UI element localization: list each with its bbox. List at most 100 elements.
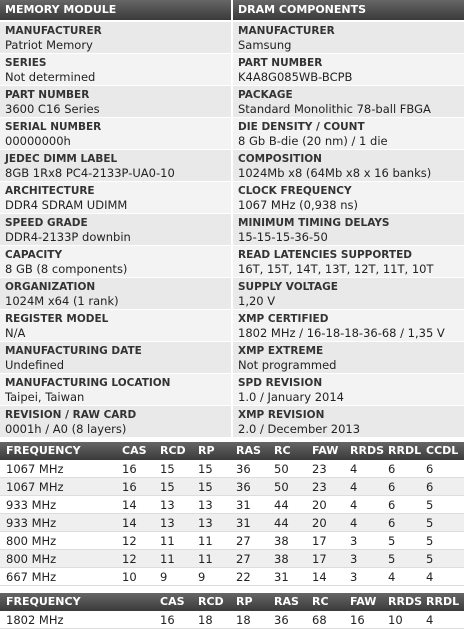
- table-cell: 11: [160, 534, 175, 548]
- field: XMP REVISION 2.0 / December 2013: [233, 406, 464, 438]
- table-row: 1067 MHz 16 15 15 36 50 23 4 6 6: [0, 460, 464, 478]
- table-cell: 11: [198, 552, 213, 566]
- column-header: RCD: [198, 595, 224, 608]
- field: XMP EXTREME Not programmed: [233, 342, 464, 374]
- column-header: RRDS: [388, 595, 422, 608]
- table-cell: 6: [426, 480, 434, 494]
- field-value: Samsung: [238, 38, 292, 52]
- field-label: MINIMUM TIMING DELAYS: [238, 217, 390, 229]
- table-cell: 5: [426, 516, 434, 530]
- table-cell: 20: [312, 516, 327, 530]
- table-cell: 12: [122, 552, 137, 566]
- field-value: 0001h / A0 (8 layers): [5, 422, 127, 436]
- table-cell: 1067 MHz: [6, 480, 64, 494]
- field-label: COMPOSITION: [238, 153, 322, 165]
- field-value: 1067 MHz (0,938 ns): [238, 198, 359, 212]
- table-cell: 16: [160, 613, 175, 627]
- field-label: JEDEC DIMM LABEL: [5, 153, 118, 165]
- table-cell: 50: [274, 462, 289, 476]
- field: MANUFACTURING LOCATION Taipei, Taiwan: [0, 374, 231, 406]
- table-cell: 10: [388, 613, 403, 627]
- table-cell: 15: [160, 462, 175, 476]
- field: MINIMUM TIMING DELAYS 15-15-15-36-50: [233, 214, 464, 246]
- table-header: FREQUENCY CAS RCD RP RAS RC FAW RRDS RRDL CCDL: [0, 442, 464, 460]
- table-cell: 933 MHz: [6, 516, 57, 530]
- table-cell: 16: [122, 462, 137, 476]
- table-cell: 15: [160, 480, 175, 494]
- table-cell: 1067 MHz: [6, 462, 64, 476]
- table-cell: 17: [312, 534, 327, 548]
- field: CAPACITY 8 GB (8 components): [0, 246, 231, 278]
- field: MANUFACTURING DATE Undefined: [0, 342, 231, 374]
- field-label: CLOCK FREQUENCY: [238, 185, 352, 197]
- table-cell: 22: [236, 570, 251, 584]
- field-label: SERIES: [5, 57, 47, 69]
- field-value: Patriot Memory: [5, 38, 93, 52]
- field: SPD REVISION 1.0 / January 2014: [233, 374, 464, 406]
- field: ARCHITECTURE DDR4 SDRAM UDIMM: [0, 182, 231, 214]
- table-cell: 27: [236, 552, 251, 566]
- section-header: DRAM COMPONENTS: [233, 0, 464, 20]
- table-cell: 10: [122, 570, 137, 584]
- table-cell: 15: [198, 480, 213, 494]
- field-value: Undefined: [5, 358, 64, 372]
- field-value: 16T, 15T, 14T, 13T, 12T, 11T, 10T: [238, 262, 434, 276]
- field-value: Not programmed: [238, 358, 337, 372]
- table-cell: 68: [312, 613, 327, 627]
- table-cell: 31: [236, 516, 251, 530]
- table-cell: 36: [236, 480, 251, 494]
- table-cell: 16: [350, 613, 365, 627]
- table-cell: 800 MHz: [6, 552, 57, 566]
- field-value: DDR4 SDRAM UDIMM: [5, 198, 128, 212]
- field-label: XMP REVISION: [238, 409, 325, 421]
- column-header: CAS: [122, 444, 147, 457]
- table-cell: 11: [160, 552, 175, 566]
- field: CLOCK FREQUENCY 1067 MHz (0,938 ns): [233, 182, 464, 214]
- field: SERIAL NUMBER 00000000h: [0, 118, 231, 150]
- table-cell: 23: [312, 480, 327, 494]
- column-header: RP: [198, 444, 215, 457]
- table-cell: 38: [274, 552, 289, 566]
- table-cell: 6: [388, 462, 396, 476]
- table-row: 800 MHz 12 11 11 27 38 17 3 5 5: [0, 550, 464, 568]
- table-row: 1067 MHz 16 15 15 36 50 23 4 6 6: [0, 478, 464, 496]
- table-cell: 13: [198, 516, 213, 530]
- table-cell: 5: [426, 552, 434, 566]
- field: MANUFACTURER Samsung: [233, 22, 464, 54]
- table-cell: 5: [388, 552, 396, 566]
- table-cell: 23: [312, 462, 327, 476]
- table-cell: 4: [350, 462, 358, 476]
- field-value: Not determined: [5, 70, 96, 84]
- field-label: MANUFACTURER: [5, 25, 102, 37]
- table-cell: 20: [312, 498, 327, 512]
- table-cell: 933 MHz: [6, 498, 57, 512]
- column-header: RRDS: [350, 444, 384, 457]
- table-cell: 17: [312, 552, 327, 566]
- table-cell: 14: [312, 570, 327, 584]
- field-value: 1024M x64 (1 rank): [5, 294, 119, 308]
- field-label: MANUFACTURER: [238, 25, 335, 37]
- field-label: MANUFACTURING DATE: [5, 345, 142, 357]
- field-label: CAPACITY: [5, 249, 63, 261]
- table-cell: 44: [274, 498, 289, 512]
- field-value: DDR4-2133P downbin: [5, 230, 131, 244]
- field: ORGANIZATION 1024M x64 (1 rank): [0, 278, 231, 310]
- column-header: CCDL: [426, 444, 459, 457]
- field-value: N/A: [5, 326, 26, 340]
- field-label: XMP EXTREME: [238, 345, 324, 357]
- field-value: 1024Mb x8 (64Mb x8 x 16 banks): [238, 166, 432, 180]
- table-cell: 6: [388, 516, 396, 530]
- table-cell: 3: [350, 570, 358, 584]
- table-cell: 38: [274, 534, 289, 548]
- table-cell: 18: [198, 613, 213, 627]
- field: REGISTER MODEL N/A: [0, 310, 231, 342]
- table-cell: 13: [160, 516, 175, 530]
- table-row: 933 MHz 14 13 13 31 44 20 4 6 5: [0, 496, 464, 514]
- field: XMP CERTIFIED 1802 MHz / 16-18-18-36-68 /…: [233, 310, 464, 342]
- field-value: 8 GB (8 components): [5, 262, 128, 276]
- field-value: 8 Gb B-die (20 nm) / 1 die: [238, 134, 388, 148]
- table-cell: 14: [122, 516, 137, 530]
- field-label: ARCHITECTURE: [5, 185, 95, 197]
- field-value: 15-15-15-36-50: [238, 230, 328, 244]
